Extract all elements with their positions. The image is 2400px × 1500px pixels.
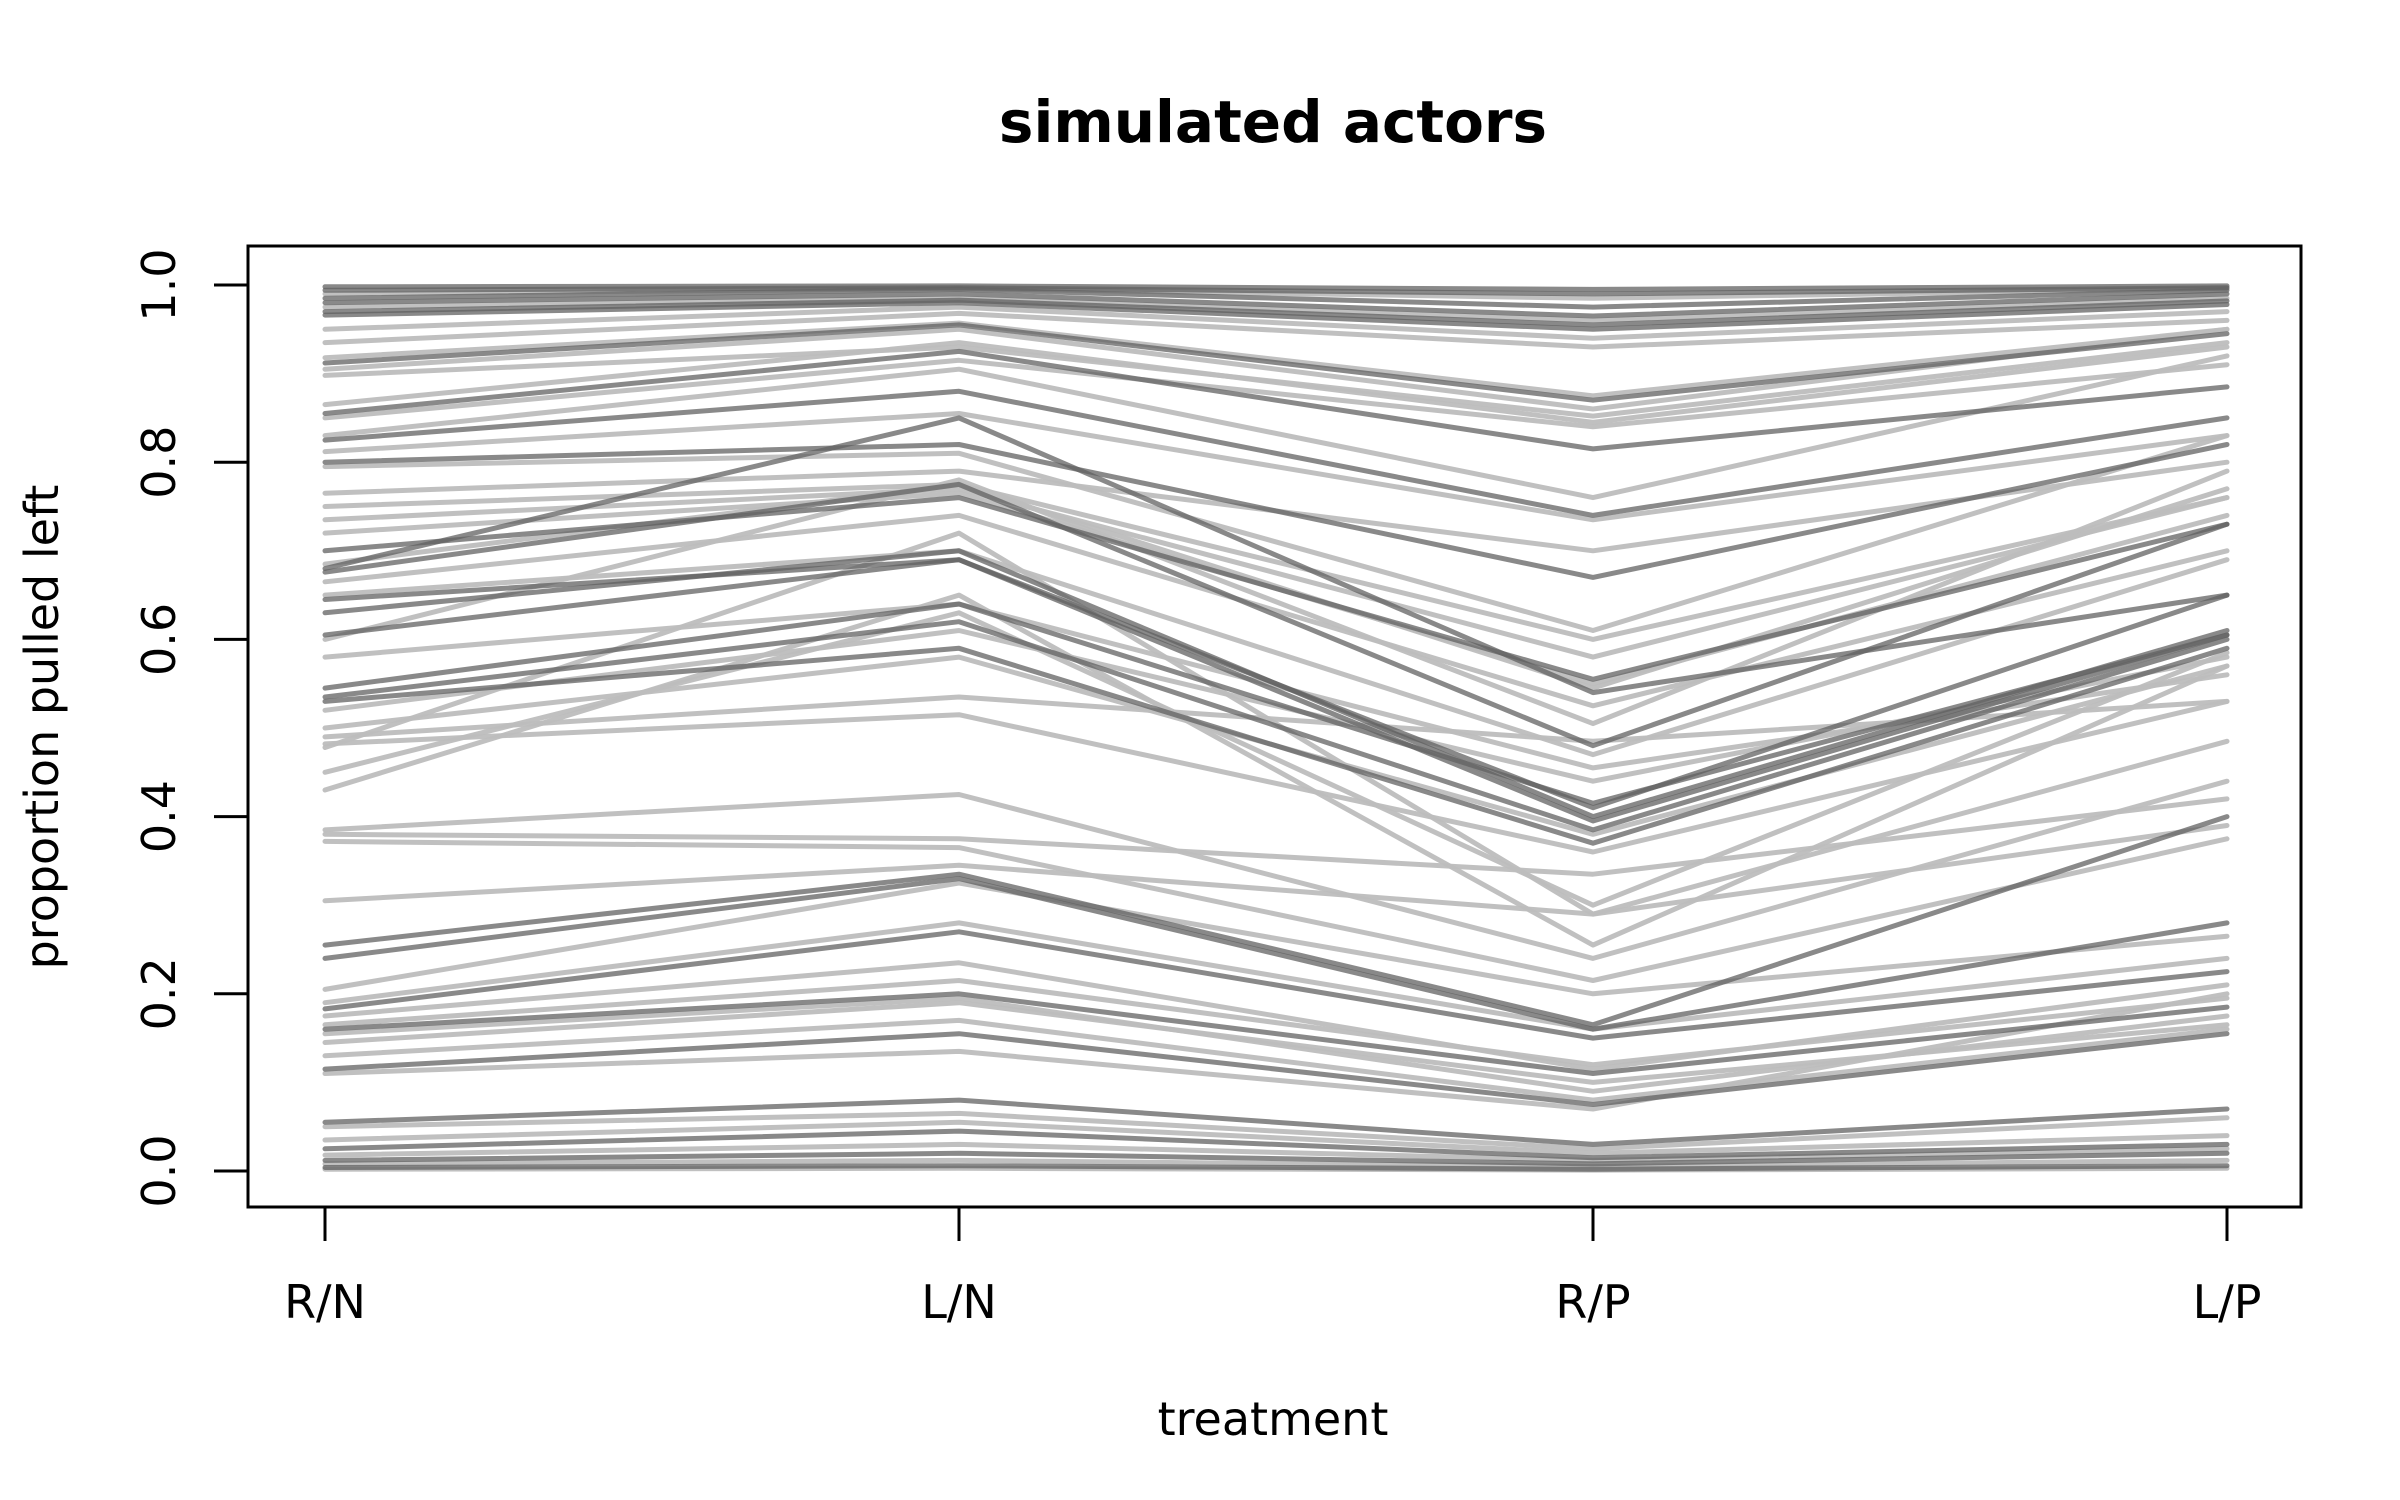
series-line-25 <box>322 486 2230 660</box>
x-axis-label: treatment <box>1158 1392 1389 1446</box>
series-line-64 <box>322 991 2230 1112</box>
series-line-17 <box>322 357 2230 430</box>
series-line-16 <box>322 348 2230 452</box>
series-line-31 <box>322 512 2230 709</box>
series-line-10 <box>322 310 2230 350</box>
series-line-11 <box>322 320 2230 399</box>
series-line-49 <box>322 796 2230 877</box>
series-line-21 <box>322 442 2230 580</box>
series-line-2 <box>322 285 2230 297</box>
series-line-38 <box>322 601 2230 806</box>
series-line-55 <box>322 920 2230 1032</box>
series-line-34 <box>322 548 2230 820</box>
series-line-54 <box>322 880 2230 997</box>
x-tick-label: L/N <box>921 1275 997 1329</box>
series-line-15 <box>322 340 2230 425</box>
series-line-51 <box>322 823 2230 917</box>
series-line-70 <box>322 1150 2230 1167</box>
series-line-71 <box>322 1157 2230 1170</box>
series-line-29 <box>322 415 2230 696</box>
series-line-56 <box>322 929 2230 1041</box>
series-line-9 <box>322 304 2230 341</box>
series-line-12 <box>322 322 2230 403</box>
y-axis: 0.0 0.2 0.4 0.6 0.8 1.0 <box>132 248 250 1208</box>
series-line-48 <box>322 778 2230 961</box>
series-line-62 <box>322 1017 2230 1103</box>
y-tick-label: 0.6 <box>132 603 186 676</box>
series-line-50 <box>322 836 2230 983</box>
series-line-22 <box>322 433 2230 633</box>
series-group <box>322 283 2230 1173</box>
x-tick-label: L/P <box>2193 1275 2262 1329</box>
series-line-18 <box>322 353 2230 501</box>
series-line-72 <box>322 1163 2230 1172</box>
series-line-47 <box>322 592 2230 948</box>
series-line-66 <box>322 1110 2230 1152</box>
series-line-6 <box>322 295 2230 323</box>
series-line-69 <box>322 1141 2230 1163</box>
series-line-57 <box>322 960 2230 1072</box>
series-line-20 <box>322 411 2230 523</box>
y-tick-label: 0.8 <box>132 426 186 499</box>
series-line-39 <box>322 619 2230 833</box>
series-line-59 <box>322 991 2230 1076</box>
y-tick-label: 0.4 <box>132 780 186 853</box>
series-line-67 <box>322 1119 2230 1156</box>
series-line-35 <box>322 557 2230 824</box>
series-line-4 <box>322 286 2230 310</box>
y-axis-label: proportion pulled left <box>15 485 69 970</box>
series-line-36 <box>322 468 2230 727</box>
series-line-52 <box>322 814 2230 1028</box>
series-line-7 <box>322 297 2230 328</box>
y-tick-label: 1.0 <box>132 248 186 321</box>
chart-title: simulated actors <box>999 88 1547 156</box>
series-line-8 <box>322 300 2230 332</box>
series-line-32 <box>322 548 2230 758</box>
series-line-27 <box>322 495 2230 682</box>
series-line-58 <box>322 978 2230 1068</box>
y-tick-label: 0.2 <box>132 957 186 1030</box>
series-line-53 <box>322 876 2230 1032</box>
series-line-30 <box>322 481 2230 749</box>
x-tick-label: R/P <box>1555 1275 1630 1329</box>
series-line-19 <box>322 388 2230 518</box>
series-line-5 <box>322 291 2230 319</box>
x-tick-label: R/N <box>284 1275 366 1329</box>
y-tick-label: 0.0 <box>132 1134 186 1207</box>
series-line-40 <box>322 645 2230 846</box>
series-line-65 <box>322 1097 2230 1147</box>
series-line-68 <box>322 1128 2230 1161</box>
series-line-63 <box>322 1031 2230 1107</box>
series-line-1 <box>322 283 2230 292</box>
x-axis: R/N L/N R/P L/P <box>284 1205 2262 1329</box>
